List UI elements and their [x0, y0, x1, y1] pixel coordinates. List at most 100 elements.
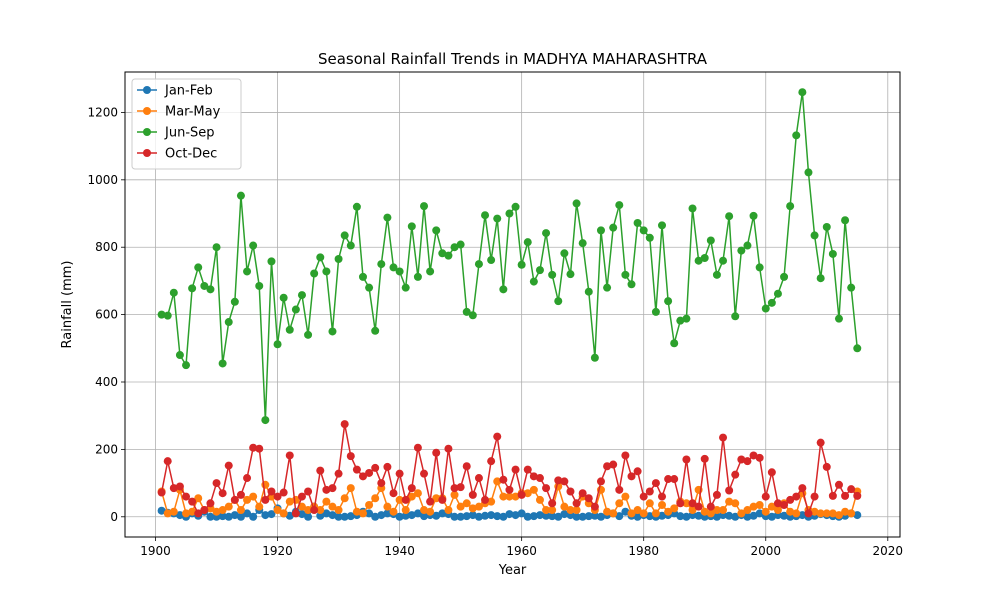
data-point-jan-feb	[560, 510, 569, 519]
data-point-mar-may	[346, 484, 355, 493]
x-axis-ticks: 1900 1920 1940 1960 1980 2000 2020	[140, 537, 903, 558]
data-point-oct-dec	[346, 452, 355, 461]
x-tick-label: 1980	[628, 544, 659, 558]
data-point-mar-may	[670, 504, 679, 513]
data-point-oct-dec	[627, 472, 636, 481]
data-point-oct-dec	[328, 484, 337, 493]
data-point-jan-feb	[542, 511, 551, 520]
data-point-jun-sep	[389, 263, 398, 272]
data-point-mar-may	[712, 506, 721, 515]
data-point-oct-dec	[224, 461, 233, 470]
data-point-oct-dec	[645, 487, 654, 496]
data-point-oct-dec	[676, 499, 685, 508]
data-point-jun-sep	[834, 314, 843, 323]
data-point-jan-feb	[267, 510, 276, 519]
data-point-jun-sep	[316, 253, 325, 262]
data-point-mar-may	[334, 506, 343, 515]
data-point-oct-dec	[304, 487, 313, 496]
data-point-jun-sep	[371, 326, 380, 335]
data-point-jan-feb	[743, 512, 752, 521]
y-tick-label: 800	[95, 240, 118, 254]
data-point-oct-dec	[773, 499, 782, 508]
data-point-jun-sep	[291, 305, 300, 314]
data-point-oct-dec	[255, 444, 264, 453]
data-point-jan-feb	[413, 509, 422, 518]
data-point-mar-may	[328, 502, 337, 511]
data-point-jun-sep	[706, 236, 715, 245]
data-point-mar-may	[188, 507, 197, 516]
data-point-mar-may	[212, 507, 221, 516]
data-point-oct-dec	[780, 500, 789, 509]
data-point-jun-sep	[712, 270, 721, 279]
data-point-oct-dec	[273, 492, 282, 501]
data-point-jan-feb	[224, 512, 233, 521]
data-point-oct-dec	[816, 438, 825, 447]
data-point-jun-sep	[169, 288, 178, 297]
data-point-jan-feb	[493, 512, 502, 521]
data-point-jun-sep	[651, 307, 660, 316]
data-point-oct-dec	[731, 470, 740, 479]
data-point-oct-dec	[481, 495, 490, 504]
data-point-mar-may	[658, 500, 667, 509]
data-point-mar-may	[706, 509, 715, 518]
data-point-oct-dec	[340, 420, 349, 429]
data-point-mar-may	[255, 502, 264, 511]
data-point-jun-sep	[596, 226, 605, 235]
data-point-jun-sep	[407, 222, 416, 231]
data-point-jun-sep	[200, 281, 209, 290]
data-point-jun-sep	[426, 267, 435, 276]
chart-title: Seasonal Rainfall Trends in MADHYA MAHAR…	[318, 50, 708, 68]
data-point-jun-sep	[322, 267, 331, 276]
data-point-mar-may	[572, 506, 581, 515]
data-point-mar-may	[462, 499, 471, 508]
data-point-mar-may	[792, 509, 801, 518]
data-point-oct-dec	[706, 502, 715, 511]
data-point-mar-may	[340, 494, 349, 503]
data-point-jan-feb	[615, 512, 624, 521]
data-point-jun-sep	[841, 216, 850, 225]
data-point-jan-feb	[243, 509, 252, 518]
data-point-oct-dec	[383, 462, 392, 471]
data-point-jan-feb	[261, 511, 270, 520]
data-point-oct-dec	[420, 469, 429, 478]
data-point-oct-dec	[737, 455, 746, 464]
data-point-oct-dec	[609, 460, 618, 469]
data-point-mar-may	[273, 506, 282, 515]
data-point-jan-feb	[523, 512, 532, 521]
data-point-jun-sep	[603, 283, 612, 292]
data-point-oct-dec	[694, 502, 703, 511]
data-point-mar-may	[828, 509, 837, 518]
data-point-mar-may	[322, 497, 331, 506]
data-point-jun-sep	[444, 251, 453, 260]
data-point-mar-may	[487, 497, 496, 506]
data-point-mar-may	[249, 492, 258, 501]
data-point-oct-dec	[615, 485, 624, 494]
data-point-mar-may	[474, 502, 483, 511]
data-point-oct-dec	[279, 488, 288, 497]
data-point-jan-feb	[529, 512, 538, 521]
data-point-jun-sep	[743, 241, 752, 250]
data-point-mar-may	[413, 489, 422, 498]
data-point-jan-feb	[548, 512, 557, 521]
data-point-oct-dec	[578, 489, 587, 498]
data-point-oct-dec	[786, 495, 795, 504]
data-point-jun-sep	[828, 249, 837, 258]
data-point-mar-may	[456, 502, 465, 511]
data-point-mar-may	[163, 509, 172, 518]
data-point-oct-dec	[188, 497, 197, 506]
data-point-jun-sep	[609, 223, 618, 232]
data-point-jan-feb	[780, 511, 789, 520]
legend-entry-jan-feb: Jan-Feb	[137, 84, 213, 99]
data-point-jun-sep	[755, 263, 764, 272]
data-point-oct-dec	[365, 468, 374, 477]
data-point-oct-dec	[670, 475, 679, 484]
data-point-jan-feb	[511, 511, 520, 520]
data-point-mar-may	[621, 492, 630, 501]
data-point-jun-sep	[816, 274, 825, 283]
data-point-oct-dec	[755, 453, 764, 462]
data-point-oct-dec	[596, 477, 605, 486]
data-point-mar-may	[755, 500, 764, 509]
data-point-mar-may	[444, 506, 453, 515]
data-point-jan-feb	[236, 512, 245, 521]
data-point-oct-dec	[658, 492, 667, 501]
